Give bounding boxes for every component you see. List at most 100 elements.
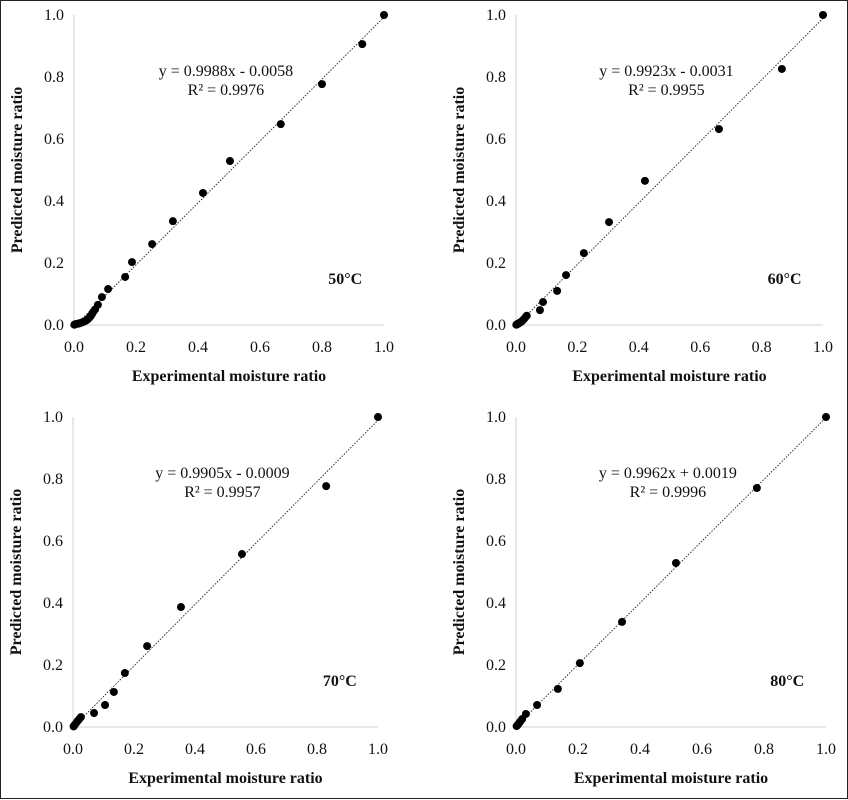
x-tick-label: 0.6 bbox=[692, 741, 712, 758]
data-point bbox=[90, 709, 99, 718]
data-point bbox=[127, 258, 136, 267]
data-point bbox=[121, 272, 130, 281]
trendline-equation: y = 0.9923x - 0.0031 bbox=[599, 63, 733, 80]
x-axis-label: Experimental moisture ratio bbox=[132, 368, 326, 385]
y-tick-label: 0.2 bbox=[43, 657, 63, 674]
x-axis-label: Experimental moisture ratio bbox=[574, 770, 768, 787]
x-tick-label: 0.6 bbox=[250, 339, 270, 356]
y-axis-label: Predicted moisture ratio bbox=[451, 87, 468, 253]
chart-70c: 0.0 0.2 0.4 0.6 0.8 1.0 0.0 0.2 0.4 0.6 0.8 1.0 Expe… bbox=[8, 409, 388, 787]
temperature-label: 50°C bbox=[328, 271, 362, 288]
data-point bbox=[176, 603, 185, 612]
data-point bbox=[143, 642, 152, 651]
trendline bbox=[515, 417, 827, 727]
x-tick-label: 0.2 bbox=[126, 339, 146, 356]
r-squared-label: R² = 0.9955 bbox=[628, 82, 705, 99]
y-tick-label: 0.2 bbox=[44, 255, 64, 272]
data-point bbox=[819, 11, 827, 19]
data-point bbox=[109, 687, 118, 696]
y-tick-label: 0.6 bbox=[486, 131, 506, 148]
data-point bbox=[69, 722, 78, 731]
x-tick-label: 0.4 bbox=[629, 339, 649, 356]
y-tick-label: 0.6 bbox=[44, 131, 64, 148]
trendline-equation: y = 0.9988x - 0.0058 bbox=[159, 63, 293, 80]
data-point bbox=[322, 482, 331, 491]
x-tick-label: 0.8 bbox=[307, 741, 327, 758]
data-point bbox=[618, 617, 627, 626]
chart-60c: 0.0 0.2 0.4 0.6 0.8 1.0 0.0 0.2 0.4 0.6 0.8 1.0 Expe… bbox=[451, 7, 833, 385]
data-point bbox=[168, 217, 177, 226]
data-point bbox=[575, 659, 584, 668]
x-tick-label: 0.4 bbox=[185, 741, 205, 758]
trendline-equation: y = 0.9905x - 0.0009 bbox=[155, 465, 289, 482]
x-tick-label: 0.8 bbox=[312, 339, 332, 356]
data-point bbox=[148, 240, 157, 249]
data-point bbox=[358, 40, 367, 49]
x-tick-label: 1.0 bbox=[374, 339, 394, 356]
data-point bbox=[276, 120, 285, 129]
x-tick-label: 0.4 bbox=[630, 741, 650, 758]
chart-50c: 0.0 0.2 0.4 0.6 0.8 1.0 0.0 0.2 0.4 0.6 0.8 1.0 Expe… bbox=[9, 7, 394, 385]
data-point bbox=[553, 684, 562, 693]
y-tick-label: 1.0 bbox=[43, 409, 63, 426]
x-tick-label: 0.0 bbox=[64, 339, 84, 356]
data-point bbox=[640, 176, 649, 185]
panel-70c: 0.0 0.2 0.4 0.6 0.8 1.0 0.0 0.2 0.4 0.6 0.8 1.0 Expe… bbox=[0, 400, 424, 800]
data-point bbox=[70, 320, 79, 329]
temperature-label: 70°C bbox=[323, 673, 357, 690]
x-tick-label: 0.0 bbox=[506, 741, 526, 758]
y-tick-label: 0.4 bbox=[43, 595, 63, 612]
x-tick-label: 1.0 bbox=[368, 741, 388, 758]
panel-80c: 0.0 0.2 0.4 0.6 0.8 1.0 0.0 0.2 0.4 0.6 0.8 1.0 Expe… bbox=[424, 400, 848, 800]
y-tick-label: 0.0 bbox=[44, 317, 64, 334]
x-tick-label: 0.2 bbox=[124, 741, 144, 758]
y-tick-label: 1.0 bbox=[44, 7, 64, 24]
x-tick-label: 0.8 bbox=[752, 339, 772, 356]
x-tick-label: 0.0 bbox=[63, 741, 83, 758]
x-tick-label: 0.0 bbox=[506, 339, 526, 356]
data-point bbox=[374, 413, 382, 421]
y-tick-label: 0.0 bbox=[43, 719, 63, 736]
x-tick-label: 0.2 bbox=[568, 741, 588, 758]
x-tick-label: 0.6 bbox=[690, 339, 710, 356]
data-point bbox=[777, 64, 786, 73]
y-tick-label: 0.8 bbox=[43, 471, 63, 488]
panel-60c: 0.0 0.2 0.4 0.6 0.8 1.0 0.0 0.2 0.4 0.6 0.8 1.0 Expe… bbox=[424, 0, 848, 400]
x-tick-label: 1.0 bbox=[813, 339, 833, 356]
x-axis-label: Experimental moisture ratio bbox=[572, 368, 766, 385]
y-tick-label: 0.0 bbox=[486, 719, 506, 736]
y-tick-label: 0.8 bbox=[44, 69, 64, 86]
y-tick-label: 0.0 bbox=[486, 317, 506, 334]
y-tick-label: 0.8 bbox=[486, 471, 506, 488]
y-tick-label: 1.0 bbox=[486, 409, 506, 426]
y-tick-label: 1.0 bbox=[486, 7, 506, 24]
panel-50c: 0.0 0.2 0.4 0.6 0.8 1.0 0.0 0.2 0.4 0.6 0.8 1.0 Expe… bbox=[0, 0, 424, 400]
y-tick-label: 0.4 bbox=[486, 193, 506, 210]
data-point bbox=[104, 285, 113, 294]
y-axis-label: Predicted moisture ratio bbox=[8, 489, 25, 655]
temperature-label: 60°C bbox=[768, 271, 802, 288]
x-tick-label: 0.6 bbox=[246, 741, 266, 758]
data-point bbox=[752, 483, 761, 492]
temperature-label: 80°C bbox=[770, 673, 804, 690]
data-point bbox=[539, 298, 548, 307]
r-squared-label: R² = 0.9976 bbox=[188, 82, 265, 99]
data-point bbox=[198, 188, 207, 197]
data-point bbox=[225, 157, 234, 166]
x-tick-label: 0.4 bbox=[188, 339, 208, 356]
data-point bbox=[512, 320, 521, 329]
data-point bbox=[237, 550, 246, 559]
trendline-equation: y = 0.9962x + 0.0019 bbox=[599, 465, 737, 482]
y-axis-label: Predicted moisture ratio bbox=[9, 87, 26, 253]
data-point bbox=[380, 11, 388, 19]
r-squared-label: R² = 0.9996 bbox=[630, 484, 707, 501]
chart-80c: 0.0 0.2 0.4 0.6 0.8 1.0 0.0 0.2 0.4 0.6 0.8 1.0 Expe… bbox=[451, 409, 836, 787]
x-axis-label: Experimental moisture ratio bbox=[128, 770, 322, 787]
y-tick-label: 0.8 bbox=[486, 69, 506, 86]
y-tick-label: 0.2 bbox=[486, 255, 506, 272]
y-tick-label: 0.6 bbox=[43, 533, 63, 550]
data-point bbox=[605, 218, 614, 227]
data-point bbox=[97, 293, 106, 302]
y-tick-label: 0.4 bbox=[44, 193, 64, 210]
data-point bbox=[535, 306, 544, 315]
